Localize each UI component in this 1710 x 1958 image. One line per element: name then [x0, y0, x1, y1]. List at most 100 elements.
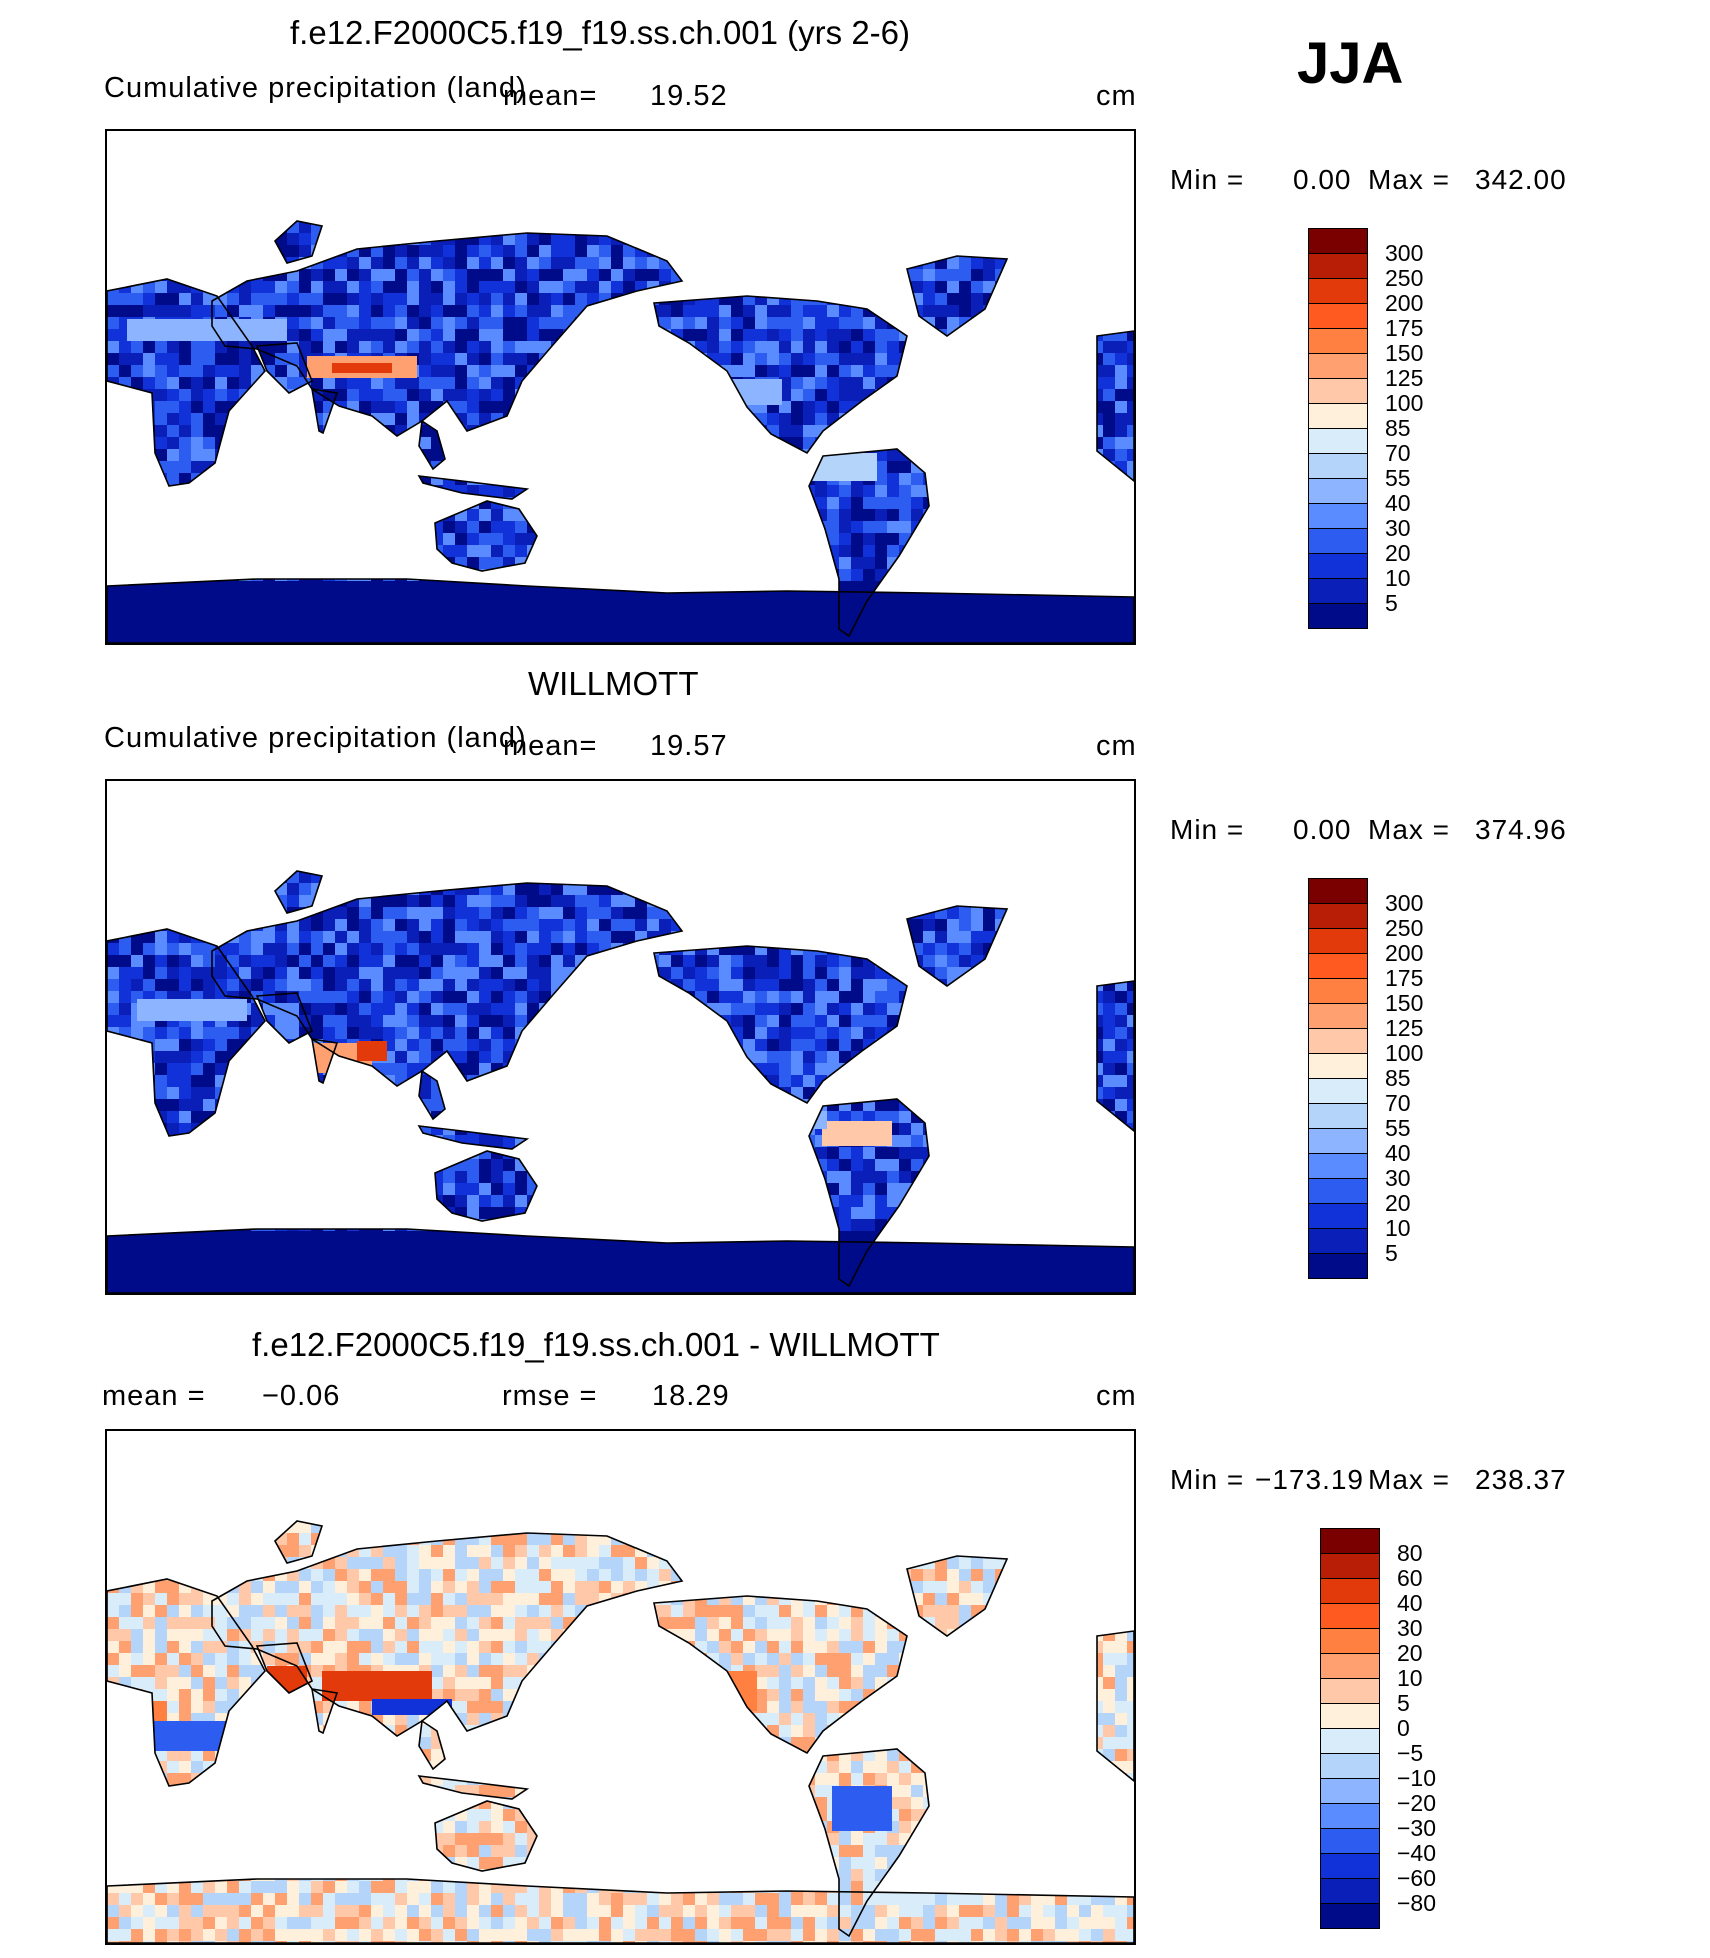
colorbar-tick-label: −60: [1397, 1865, 1437, 1891]
colorbar-tick-label: 10: [1397, 1665, 1423, 1691]
max-value: 238.37: [1475, 1464, 1567, 1495]
colorbar-swatch: [1320, 1778, 1380, 1804]
colorbar-tick-label: −20: [1397, 1790, 1437, 1816]
colorbar-swatch: [1308, 353, 1368, 379]
colorbar-swatch: [1320, 1828, 1380, 1854]
colorbar-swatch: [1308, 553, 1368, 579]
colorbar-swatch: [1308, 1253, 1368, 1279]
colorbar-swatch: [1308, 478, 1368, 504]
colorbar-swatch: [1320, 1678, 1380, 1704]
colorbar-tick-label: 250: [1385, 915, 1424, 941]
min-value: 0.00: [1293, 164, 1352, 195]
units-label: cm: [1096, 80, 1137, 112]
colorbar-tick-label: 85: [1385, 1065, 1411, 1091]
mean-label: mean=: [503, 80, 598, 112]
colorbar-swatch: [1320, 1528, 1380, 1554]
colorbar-tick-label: 40: [1385, 490, 1411, 516]
colorbar-swatch: [1308, 1053, 1368, 1079]
colorbar-tick-label: 70: [1385, 1090, 1411, 1116]
panel-title: WILLMOTT: [528, 665, 699, 702]
colorbar-swatch: [1308, 378, 1368, 404]
colorbar-swatch: [1320, 1553, 1380, 1579]
mean-value: 19.57: [650, 730, 728, 762]
colorbar-tick-label: −80: [1397, 1890, 1437, 1916]
colorbar-swatch: [1308, 1078, 1368, 1104]
colorbar-swatch: [1308, 303, 1368, 329]
units-label: cm: [1096, 1380, 1137, 1412]
colorbar-swatch: [1308, 1028, 1368, 1054]
colorbar-swatch: [1308, 503, 1368, 529]
colorbar-tick-label: 30: [1397, 1615, 1423, 1641]
colorbar-swatch: [1308, 428, 1368, 454]
colorbar-swatch: [1308, 1153, 1368, 1179]
min-label: Min =: [1170, 1464, 1245, 1495]
colorbar-tick-label: 175: [1385, 965, 1424, 991]
colorbar-tick-label: 70: [1385, 440, 1411, 466]
colorbar-tick-label: 55: [1385, 1115, 1411, 1141]
colorbar-tick-label: 5: [1397, 1690, 1410, 1716]
colorbar-tick-label: 175: [1385, 315, 1424, 341]
mean-value: −0.06: [262, 1380, 341, 1412]
colorbar-tick-label: 300: [1385, 240, 1424, 266]
colorbar-tick-label: −30: [1397, 1815, 1437, 1841]
colorbar-swatch: [1320, 1903, 1380, 1929]
colorbar-tick-label: −40: [1397, 1840, 1437, 1866]
colorbar-tick-label: 100: [1385, 1040, 1424, 1066]
colorbar-swatch: [1320, 1878, 1380, 1904]
colorbar-swatch: [1308, 528, 1368, 554]
colorbar-tick-label: 20: [1385, 540, 1411, 566]
colorbar-swatch: [1308, 953, 1368, 979]
colorbar-tick-label: −5: [1397, 1740, 1424, 1766]
colorbar-swatch: [1308, 578, 1368, 604]
colorbar-tick-label: −10: [1397, 1765, 1437, 1791]
colorbar-tick-label: 100: [1385, 390, 1424, 416]
min-value: 0.00: [1293, 814, 1352, 845]
colorbar-tick-label: 150: [1385, 340, 1424, 366]
colorbar-swatch: [1320, 1603, 1380, 1629]
colorbar-swatch: [1308, 978, 1368, 1004]
colorbar-tick-label: 250: [1385, 265, 1424, 291]
colorbar-tick-label: 5: [1385, 590, 1398, 616]
colorbar-swatch: [1320, 1578, 1380, 1604]
colorbar-swatch: [1320, 1628, 1380, 1654]
colorbar-swatch: [1320, 1753, 1380, 1779]
mean-label: mean =: [102, 1380, 206, 1412]
colorbar-swatch: [1308, 1128, 1368, 1154]
colorbar-tick-label: 85: [1385, 415, 1411, 441]
colorbar-tick-label: 200: [1385, 940, 1424, 966]
colorbar-tick-label: 55: [1385, 465, 1411, 491]
colorbar-swatch: [1320, 1653, 1380, 1679]
colorbar-tick-label: 125: [1385, 1015, 1424, 1041]
mean-label: mean=: [503, 730, 598, 762]
colorbar-tick-label: 80: [1397, 1540, 1423, 1566]
colorbar-tick-label: 125: [1385, 365, 1424, 391]
units-label: cm: [1096, 730, 1137, 762]
max-label: Max =: [1368, 164, 1451, 195]
rmse-value: 18.29: [652, 1380, 730, 1412]
max-label: Max =: [1368, 814, 1451, 845]
colorbar-swatch: [1308, 1178, 1368, 1204]
season-label: JJA: [1297, 31, 1404, 96]
colorbar-swatch: [1320, 1853, 1380, 1879]
colorbar-tick-label: 30: [1385, 515, 1411, 541]
max-label: Max =: [1368, 1464, 1451, 1495]
colorbar-swatch: [1320, 1728, 1380, 1754]
colorbar-tick-label: 200: [1385, 290, 1424, 316]
colorbar-swatch: [1308, 1103, 1368, 1129]
colorbar-tick-label: 300: [1385, 890, 1424, 916]
panel-subtitle: Cumulative precipitation (land): [104, 722, 527, 754]
colorbar-swatch: [1308, 1203, 1368, 1229]
panel-subtitle: Cumulative precipitation (land): [104, 72, 527, 104]
colorbar-tick-label: 5: [1385, 1240, 1398, 1266]
colorbar-swatch: [1320, 1703, 1380, 1729]
colorbar-swatch: [1308, 1003, 1368, 1029]
colorbar-tick-label: 10: [1385, 1215, 1411, 1241]
map-difference: [105, 1429, 1136, 1945]
mean-value: 19.52: [650, 80, 728, 112]
colorbar-swatch: [1308, 253, 1368, 279]
colorbar-swatch: [1308, 453, 1368, 479]
colorbar-swatch: [1308, 603, 1368, 629]
colorbar-tick-label: 30: [1385, 1165, 1411, 1191]
colorbar-swatch: [1308, 278, 1368, 304]
colorbar-swatch: [1308, 878, 1368, 904]
